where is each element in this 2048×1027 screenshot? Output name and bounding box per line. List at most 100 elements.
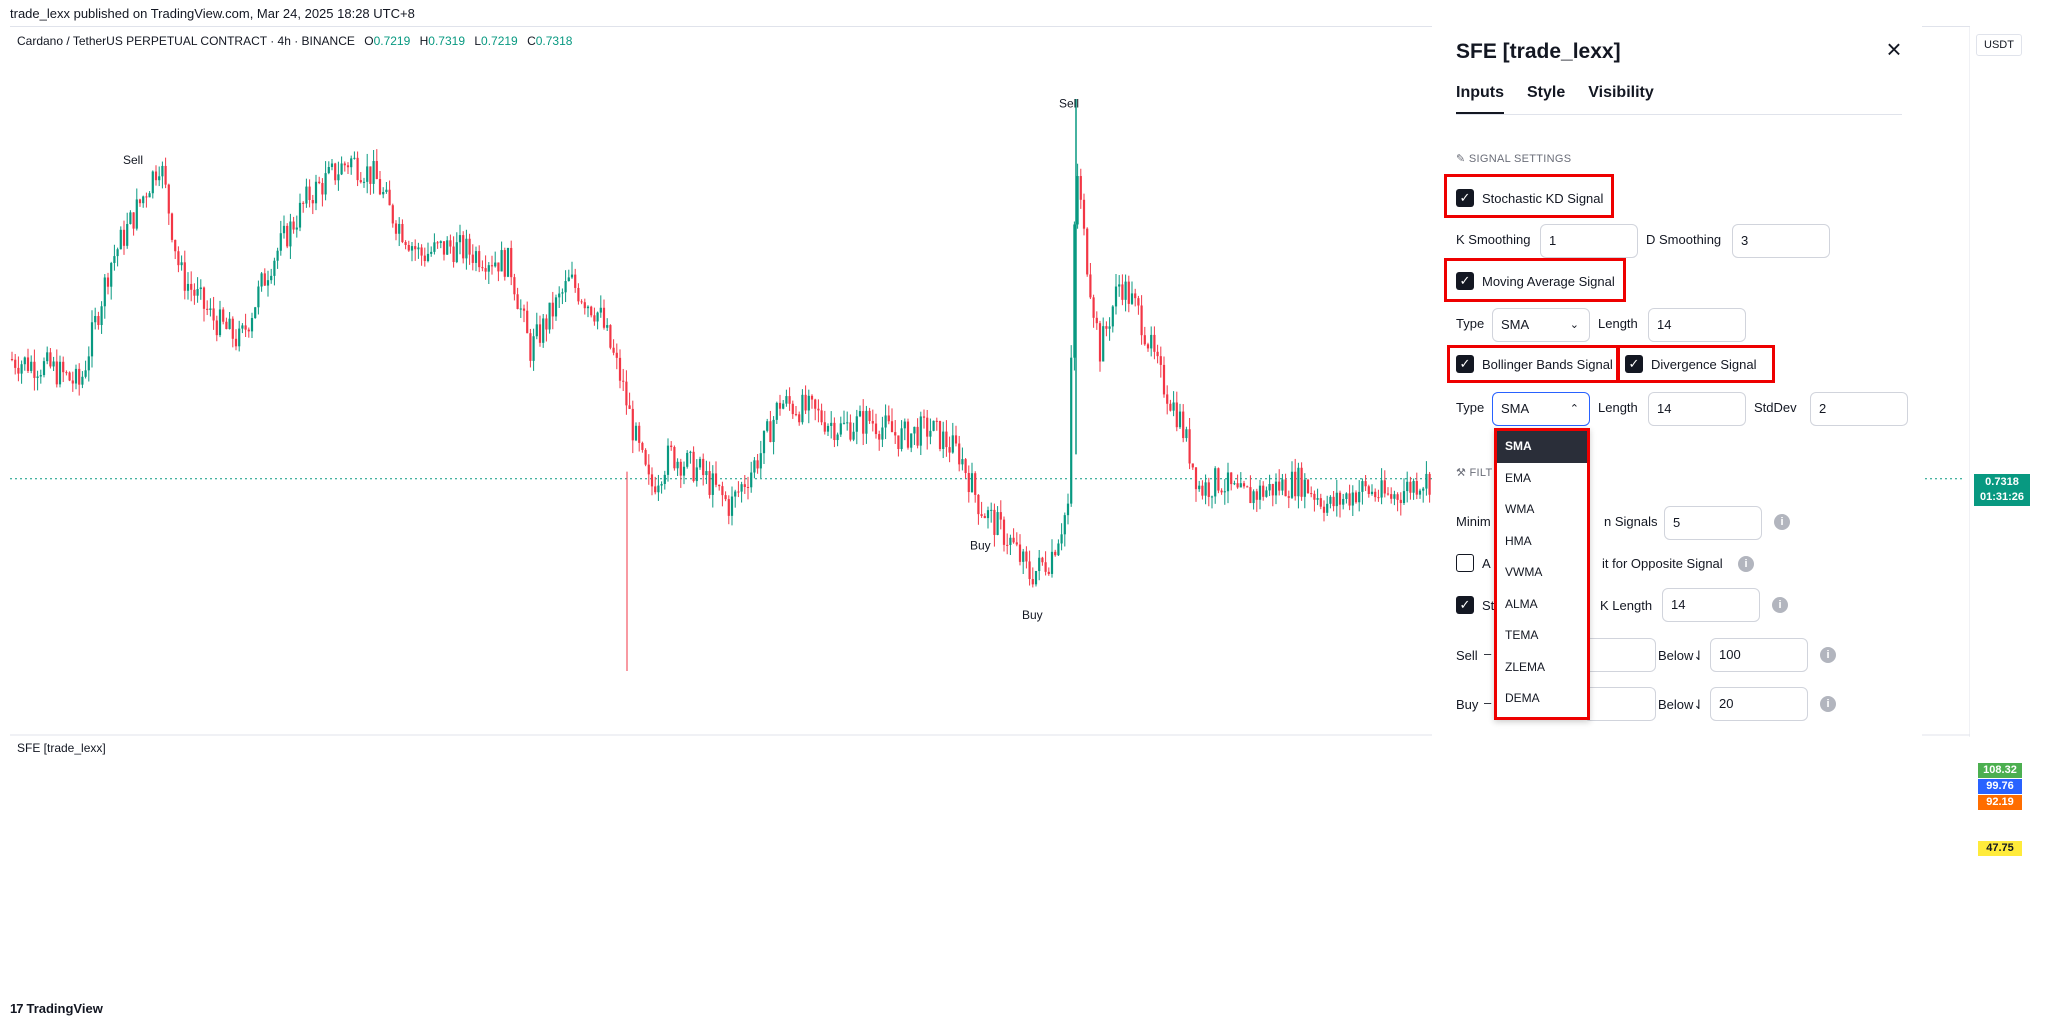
candle-body	[823, 422, 826, 432]
wait-opposite-checkbox[interactable]	[1456, 554, 1474, 572]
filter-header: ⚒ FILT	[1456, 466, 1493, 479]
tab-style[interactable]: Style	[1527, 84, 1566, 101]
wait-opposite-row[interactable]: A	[1456, 554, 1491, 572]
candle-body	[30, 361, 33, 371]
info-icon[interactable]: i	[1820, 696, 1836, 712]
bollinger-label: Bollinger Bands Signal	[1482, 356, 1613, 372]
candle-body	[740, 484, 743, 492]
candle-body	[916, 426, 919, 446]
sell-below-input[interactable]: 100	[1710, 638, 1808, 672]
k-smoothing-input[interactable]: 1	[1540, 224, 1638, 258]
candle-body	[894, 432, 897, 436]
dropdown-option-wma[interactable]: WMA	[1505, 502, 1535, 516]
buy-below-input[interactable]: 20	[1710, 687, 1808, 721]
candle-body	[151, 171, 154, 194]
candle-body	[564, 281, 567, 293]
candle-body	[842, 422, 846, 424]
info-icon[interactable]: i	[1772, 597, 1788, 613]
stoch-filter-row[interactable]: ✓ St	[1456, 596, 1494, 614]
ohlc-close-label: C	[527, 34, 536, 48]
bb-type-dropdown[interactable]: SMA EMA WMA HMA VWMA ALMA TEMA ZLEMA DEM…	[1494, 428, 1590, 720]
divergence-checkbox[interactable]: ✓	[1625, 355, 1643, 373]
min-signals-input[interactable]: 5	[1664, 506, 1762, 540]
price-chart[interactable]: 1.20001.15001.10001.05001.00000.95000.90…	[10, 27, 1970, 737]
dropdown-option-ema[interactable]: EMA	[1505, 470, 1532, 485]
candle-body	[618, 357, 622, 381]
bb-type-select[interactable]: SMA ⌃	[1492, 392, 1590, 426]
candle-body	[359, 180, 362, 183]
candle-body	[74, 368, 78, 384]
candle-body	[1076, 176, 1079, 225]
candle-body	[1290, 471, 1294, 498]
d-smoothing-input[interactable]: 3	[1732, 224, 1830, 258]
moving-average-checkbox[interactable]: ✓	[1456, 272, 1474, 290]
candle-body	[1082, 199, 1086, 229]
moving-average-row[interactable]: ✓ Moving Average Signal	[1456, 272, 1615, 290]
close-icon[interactable]: ×	[1886, 34, 1902, 64]
bb-length-input[interactable]: 14	[1648, 392, 1746, 426]
dropdown-option-dema[interactable]: DEMA	[1505, 691, 1540, 705]
stochastic-kd-label: Stochastic KD Signal	[1482, 190, 1604, 206]
currency-button[interactable]: USDT	[1976, 34, 2022, 56]
stoch-filter-checkbox[interactable]: ✓	[1456, 596, 1474, 614]
dropdown-option-zlema[interactable]: ZLEMA	[1505, 659, 1546, 674]
k-length-input[interactable]: 14	[1662, 588, 1760, 622]
candle-body	[1207, 482, 1210, 497]
candle-body	[138, 199, 142, 204]
candle-body	[289, 221, 292, 247]
candle-body	[766, 421, 769, 431]
candle-body	[737, 491, 740, 493]
ma-length-input[interactable]: 14	[1648, 308, 1746, 342]
candle-body	[420, 247, 423, 256]
candle-body	[1329, 496, 1332, 504]
sell-above-input[interactable]	[1584, 638, 1656, 672]
stochastic-kd-row[interactable]: ✓ Stochastic KD Signal	[1456, 189, 1603, 207]
candle-body	[478, 251, 481, 268]
candle-body	[33, 361, 36, 378]
info-icon[interactable]: i	[1820, 647, 1836, 663]
candle-body	[1310, 493, 1313, 495]
candle-body	[343, 163, 346, 166]
bollinger-checkbox[interactable]: ✓	[1456, 355, 1474, 373]
candle-body	[1370, 491, 1374, 495]
indicator-title: SFE [trade_lexx]	[17, 741, 106, 755]
candle-body	[308, 186, 311, 201]
candle-body	[327, 167, 330, 174]
candle-body	[1022, 551, 1025, 562]
candle-body	[436, 242, 439, 244]
candle-body	[84, 370, 87, 377]
buy-above-input[interactable]	[1584, 687, 1656, 721]
ma-type-select[interactable]: SMA ⌄	[1492, 308, 1590, 342]
candle-body	[100, 306, 103, 326]
candle-body	[839, 423, 842, 435]
candle-body	[1121, 284, 1124, 300]
dropdown-option-vwma[interactable]: VWMA	[1505, 565, 1543, 579]
candle-body	[1169, 403, 1172, 411]
candle-body	[1124, 281, 1127, 300]
candle-body	[106, 277, 110, 287]
bollinger-row[interactable]: ✓ Bollinger Bands Signal	[1456, 355, 1613, 373]
info-icon[interactable]: i	[1738, 556, 1754, 572]
candle-body	[1063, 515, 1066, 535]
candle-body	[167, 184, 170, 214]
candle-body	[730, 496, 734, 516]
candle-body	[174, 239, 177, 252]
candle-body	[324, 173, 327, 195]
dropdown-option-tema[interactable]: TEMA	[1505, 628, 1539, 642]
tradingview-logo[interactable]: 17 TradingView	[10, 1001, 103, 1016]
dropdown-option-sma[interactable]: SMA	[1497, 431, 1587, 463]
dropdown-option-alma[interactable]: ALMA	[1505, 596, 1538, 611]
bb-stddev-input[interactable]: 2	[1810, 392, 1908, 426]
tab-visibility[interactable]: Visibility	[1588, 84, 1654, 101]
chart-area[interactable]: 1.20001.15001.10001.05001.00000.95000.90…	[10, 26, 1970, 737]
stochastic-kd-checkbox[interactable]: ✓	[1456, 189, 1474, 207]
tab-inputs[interactable]: Inputs	[1456, 84, 1504, 115]
divergence-row[interactable]: ✓ Divergence Signal	[1625, 355, 1757, 373]
info-icon[interactable]: i	[1774, 514, 1790, 530]
candle-body	[266, 280, 270, 286]
candle-body	[311, 200, 314, 204]
candle-body	[897, 435, 900, 449]
candle-body	[241, 325, 244, 329]
dropdown-option-hma[interactable]: HMA	[1505, 533, 1532, 548]
candle-body	[590, 306, 593, 316]
